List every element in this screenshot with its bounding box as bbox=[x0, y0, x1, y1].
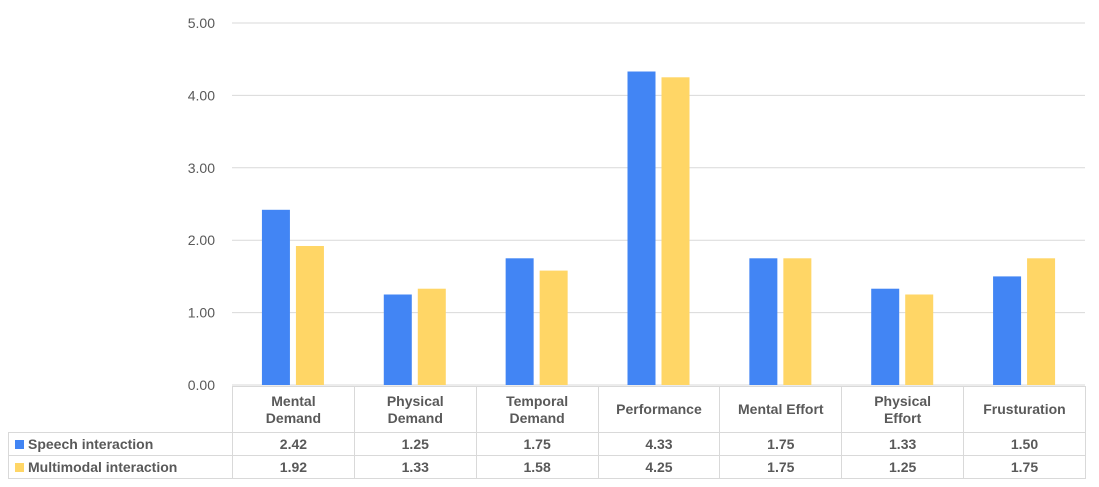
data-label: 1.92 bbox=[232, 455, 355, 479]
y-tick-label: 2.00 bbox=[188, 232, 215, 248]
gridlines bbox=[232, 22, 1085, 386]
legend-swatch bbox=[15, 439, 24, 449]
x-tick-label: Frusturation bbox=[963, 386, 1086, 433]
legend-swatch bbox=[15, 462, 24, 472]
bar-speech bbox=[749, 258, 778, 385]
table-row: Multimodal interaction 1.92 1.33 1.58 4.25 1.… bbox=[8, 455, 1086, 479]
y-axis-ticks: 0.001.002.003.004.005.00 bbox=[188, 15, 215, 393]
x-tick-label: Performance bbox=[597, 386, 721, 433]
data-label: 1.75 bbox=[719, 432, 843, 456]
y-tick-label: 1.00 bbox=[188, 305, 215, 321]
bar-speech bbox=[871, 288, 900, 385]
bar-multimodal bbox=[539, 270, 568, 385]
bars bbox=[261, 71, 1056, 386]
x-tick-label: Mental Effort bbox=[719, 386, 843, 433]
x-tick-label: Temporal Demand bbox=[475, 386, 599, 433]
x-tick-label: Mental Demand bbox=[232, 386, 355, 433]
bar-speech bbox=[993, 276, 1022, 385]
bar-speech bbox=[505, 258, 534, 385]
data-table: Mental Demand Physical Demand Temporal Demand… bbox=[8, 386, 1086, 479]
table-row: Speech interaction 2.42 1.25 1.75 4.33 1.75 1.… bbox=[8, 432, 1086, 456]
data-label: 1.25 bbox=[353, 432, 477, 456]
data-label: 1.75 bbox=[719, 455, 843, 479]
data-label: 1.33 bbox=[841, 432, 965, 456]
data-label: 4.33 bbox=[597, 432, 721, 456]
bar-multimodal bbox=[417, 288, 446, 385]
bar-speech bbox=[383, 294, 412, 385]
x-tick-label: Physical Effort bbox=[841, 386, 965, 433]
data-label: 1.25 bbox=[841, 455, 965, 479]
data-label: 1.50 bbox=[963, 432, 1086, 456]
bar-multimodal bbox=[295, 245, 324, 385]
data-label: 4.25 bbox=[597, 455, 721, 479]
data-label: 1.58 bbox=[475, 455, 599, 479]
legend-entry: Speech interaction bbox=[8, 432, 233, 456]
x-tick-label: Physical Demand bbox=[353, 386, 477, 433]
series-name: Speech interaction bbox=[28, 435, 154, 452]
bar-multimodal bbox=[661, 77, 690, 386]
bar-speech bbox=[627, 71, 656, 386]
data-label: 1.75 bbox=[475, 432, 599, 456]
data-label: 2.42 bbox=[232, 432, 355, 456]
data-label: 1.33 bbox=[353, 455, 477, 479]
bar-multimodal bbox=[905, 294, 934, 385]
bar-multimodal bbox=[1027, 258, 1056, 385]
y-tick-label: 4.00 bbox=[188, 87, 215, 103]
y-tick-label: 3.00 bbox=[188, 160, 215, 176]
y-tick-label: 5.00 bbox=[188, 15, 215, 31]
table-corner bbox=[8, 386, 233, 433]
bar-speech bbox=[261, 209, 290, 385]
legend-entry: Multimodal interaction bbox=[8, 455, 233, 479]
bar-multimodal bbox=[783, 258, 812, 385]
series-name: Multimodal interaction bbox=[28, 458, 178, 475]
data-label: 1.75 bbox=[963, 455, 1086, 479]
